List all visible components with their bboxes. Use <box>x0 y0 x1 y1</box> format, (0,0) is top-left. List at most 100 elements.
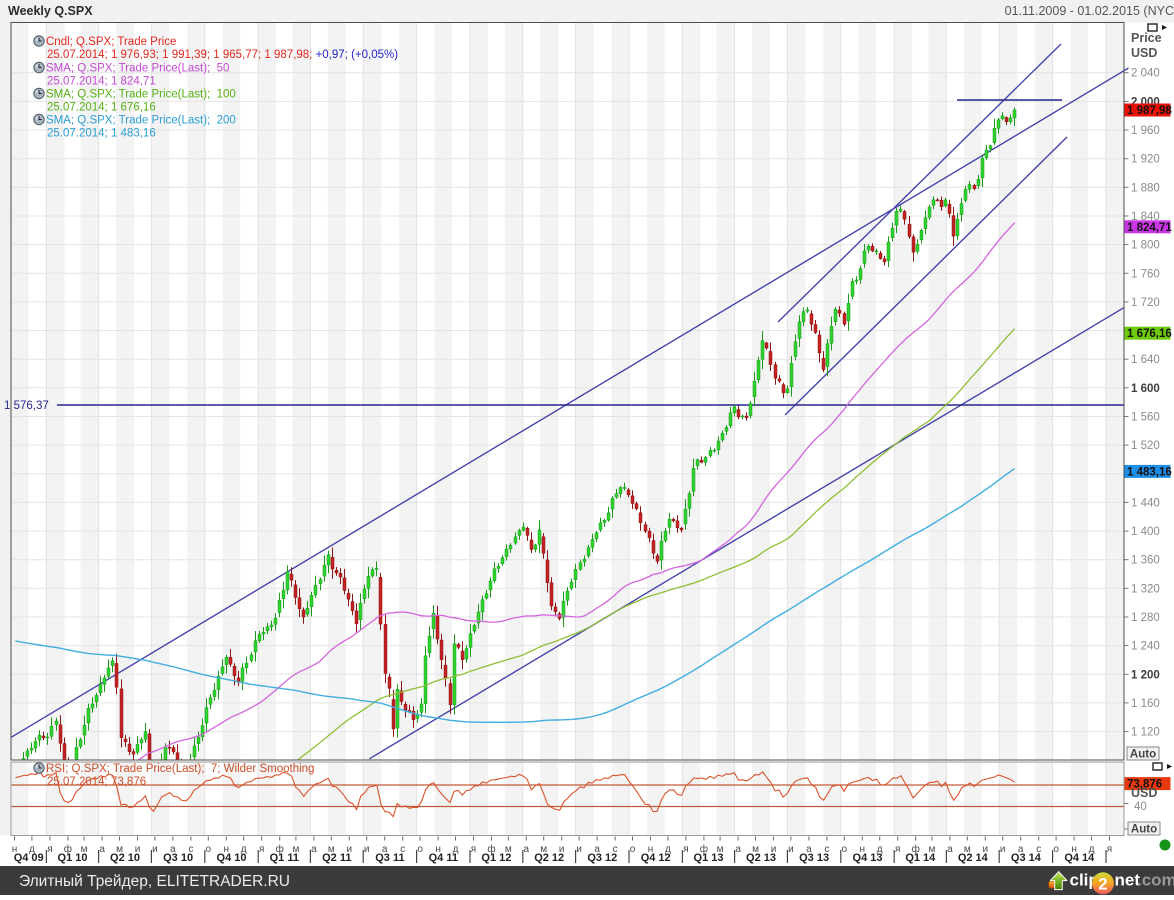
svg-text:01.11.2009 - 01.02.2015 (NYC: 01.11.2009 - 01.02.2015 (NYC <box>1005 4 1174 18</box>
svg-text:м: м <box>717 844 724 855</box>
svg-text:2 040: 2 040 <box>1131 68 1160 80</box>
svg-text:1 160: 1 160 <box>1131 698 1160 710</box>
svg-text:д: д <box>877 844 883 855</box>
svg-text:д: д <box>241 844 247 855</box>
svg-text:Q2 11: Q2 11 <box>322 852 351 864</box>
svg-text:SMA; Q.SPX; Trade Price(Last);: SMA; Q.SPX; Trade Price(Last); 200 <box>46 115 236 127</box>
svg-text:Q4 10: Q4 10 <box>217 852 247 864</box>
svg-text:н: н <box>1071 844 1077 855</box>
svg-text:а: а <box>170 844 176 855</box>
svg-text:н: н <box>648 844 654 855</box>
svg-text:я: я <box>259 844 264 855</box>
svg-text:1 200: 1 200 <box>1131 669 1160 681</box>
svg-text:SMA; Q.SPX; Trade Price(Last);: SMA; Q.SPX; Trade Price(Last); 50 <box>46 63 229 75</box>
svg-text:1 880: 1 880 <box>1131 182 1160 194</box>
svg-text:Q2 12: Q2 12 <box>534 852 564 864</box>
svg-text:а: а <box>99 844 105 855</box>
svg-text:ф: ф <box>487 843 495 855</box>
svg-text:м: м <box>505 844 512 855</box>
svg-text:и: и <box>983 844 989 855</box>
svg-text:clip: clip <box>1070 871 1099 890</box>
svg-text:Q3 14: Q3 14 <box>1011 852 1042 864</box>
svg-text:ф: ф <box>700 843 708 855</box>
svg-text:а: а <box>524 844 530 855</box>
svg-text:с: с <box>824 844 829 855</box>
svg-text:о: о <box>630 844 636 855</box>
svg-text:м: м <box>964 844 971 855</box>
svg-text:USD: USD <box>1131 46 1157 60</box>
svg-text:1 760: 1 760 <box>1131 268 1160 280</box>
svg-text:Q2 13: Q2 13 <box>746 852 776 864</box>
svg-text:и: и <box>135 844 141 855</box>
svg-text:25.07.2014; 1 824,71: 25.07.2014; 1 824,71 <box>47 76 156 88</box>
svg-text:с: с <box>613 844 618 855</box>
svg-text:1 280: 1 280 <box>1131 612 1160 624</box>
svg-text:Cndl; Q.SPX; Trade Price: Cndl; Q.SPX; Trade Price <box>46 36 176 48</box>
svg-text:д: д <box>453 844 459 855</box>
svg-text:.com: .com <box>1137 871 1174 890</box>
svg-text:25.07.2014; 1 483,16: 25.07.2014; 1 483,16 <box>47 128 156 140</box>
svg-text:а: а <box>735 844 741 855</box>
svg-text:Q3 12: Q3 12 <box>587 852 617 864</box>
svg-text:и: и <box>576 844 582 855</box>
svg-text:я: я <box>471 844 476 855</box>
svg-text:и: и <box>559 844 565 855</box>
svg-text:1 920: 1 920 <box>1131 154 1160 166</box>
svg-text:25.07.2014; 1 976,93; 1 991,39: 25.07.2014; 1 976,93; 1 991,39; 1 965,77… <box>47 49 398 61</box>
svg-text:1 520: 1 520 <box>1131 440 1160 452</box>
svg-text:USD: USD <box>1131 786 1157 800</box>
svg-text:73,876: 73,876 <box>1127 779 1162 791</box>
svg-text:и: и <box>788 844 794 855</box>
svg-text:Auto: Auto <box>1130 749 1156 761</box>
svg-text:ф: ф <box>912 843 920 855</box>
svg-text:1 320: 1 320 <box>1131 583 1160 595</box>
svg-text:Q1 13: Q1 13 <box>694 852 724 864</box>
svg-text:а: а <box>311 844 317 855</box>
svg-text:1 800: 1 800 <box>1131 240 1160 252</box>
svg-text:м: м <box>928 844 935 855</box>
svg-text:о: о <box>1053 844 1059 855</box>
svg-text:а: а <box>1018 844 1024 855</box>
svg-text:н: н <box>860 844 866 855</box>
svg-text:о: о <box>842 844 848 855</box>
svg-text:Q3 11: Q3 11 <box>375 852 404 864</box>
svg-text:Элитный Трейдер, ELITETRADER.R: Элитный Трейдер, ELITETRADER.RU <box>19 873 290 890</box>
svg-text:40: 40 <box>1134 801 1147 813</box>
svg-text:Q3 13: Q3 13 <box>799 852 829 864</box>
svg-text:Q1 12: Q1 12 <box>481 852 511 864</box>
svg-text:д: д <box>1089 844 1095 855</box>
svg-text:о: о <box>206 844 212 855</box>
svg-text:1 440: 1 440 <box>1131 497 1160 509</box>
svg-text:и: и <box>347 844 353 855</box>
svg-text:Q3 10: Q3 10 <box>163 852 193 864</box>
svg-text:н: н <box>224 844 230 855</box>
svg-text:1 240: 1 240 <box>1131 641 1160 653</box>
svg-text:25.07.2014; 73,876: 25.07.2014; 73,876 <box>47 776 146 788</box>
svg-text:а: а <box>594 844 600 855</box>
svg-text:ф: ф <box>64 843 72 855</box>
svg-text:о: о <box>417 844 423 855</box>
svg-text:и: и <box>364 844 370 855</box>
svg-text:а: а <box>947 844 953 855</box>
svg-text:RSI; Q.SPX; Trade Price(Last);: RSI; Q.SPX; Trade Price(Last); 7; Wilder… <box>46 763 314 775</box>
svg-text:Auto: Auto <box>1131 824 1157 836</box>
svg-text:м: м <box>752 844 759 855</box>
svg-text:я: я <box>683 844 688 855</box>
svg-text:а: а <box>806 844 812 855</box>
svg-text:1 560: 1 560 <box>1131 412 1160 424</box>
svg-text:1 400: 1 400 <box>1131 526 1160 538</box>
svg-text:1 987,98: 1 987,98 <box>1127 105 1172 117</box>
svg-text:м: м <box>292 844 299 855</box>
svg-text:1 720: 1 720 <box>1131 297 1160 309</box>
svg-text:SMA; Q.SPX; Trade Price(Last);: SMA; Q.SPX; Trade Price(Last); 100 <box>46 89 236 101</box>
svg-text:я: я <box>895 844 900 855</box>
svg-text:м: м <box>328 844 335 855</box>
svg-text:м: м <box>81 844 88 855</box>
svg-text:м: м <box>540 844 547 855</box>
svg-text:1 360: 1 360 <box>1131 555 1160 567</box>
svg-text:Q4 12: Q4 12 <box>641 852 671 864</box>
svg-text:1 824,71: 1 824,71 <box>1127 222 1172 234</box>
svg-text:с: с <box>1036 844 1041 855</box>
svg-text:и: и <box>1000 844 1006 855</box>
svg-text:с: с <box>188 844 193 855</box>
